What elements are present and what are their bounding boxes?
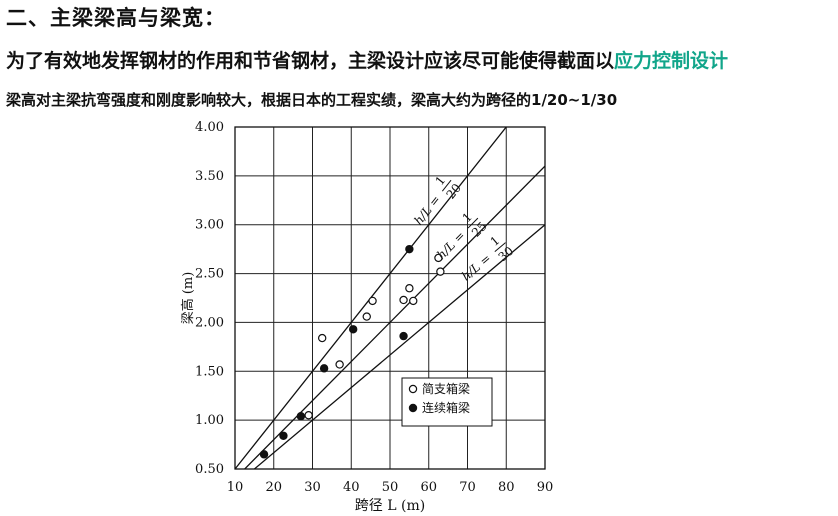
x-tick-label: 90	[537, 480, 554, 495]
reference-line-1-20	[235, 127, 508, 469]
y-tick-label: 0.50	[195, 462, 224, 477]
simple-beam-point	[405, 284, 414, 293]
simple-beam-point	[362, 312, 371, 321]
reference-label-prefix: h/L =	[434, 228, 468, 262]
grid	[234, 126, 546, 470]
x-tick-label: 40	[343, 480, 360, 495]
reference-line-1-25	[243, 165, 545, 469]
continuous-beam-point	[319, 364, 329, 373]
legend-box	[401, 377, 493, 427]
x-tick-label: 50	[382, 480, 399, 495]
simple-beam-point	[335, 360, 344, 369]
reference-lines	[235, 127, 545, 469]
design-principle-prefix: 为了有效地发挥钢材的作用和节省钢材，主梁设计应该尽可能使得截面以	[6, 50, 615, 72]
reference-label-1-20: h/L =120	[411, 173, 464, 228]
continuous-beam-point	[259, 450, 269, 459]
legend-label: 简支箱梁	[422, 381, 470, 396]
legend-marker	[408, 403, 418, 413]
design-principle-highlight: 应力控制设计	[614, 50, 729, 72]
continuous-beam-point	[405, 244, 414, 254]
y-tick-label: 4.00	[195, 120, 224, 135]
x-tick-label: 10	[227, 480, 244, 495]
y-tick-label: 1.50	[195, 364, 224, 379]
reference-label-prefix: h/L =	[411, 193, 443, 228]
plot-frame	[234, 126, 546, 470]
y-tick-label: 2.50	[195, 267, 224, 282]
x-axis-label: 跨径 L (m)	[355, 498, 425, 514]
y-tick-label: 2.00	[195, 315, 224, 330]
x-tick-label: 70	[459, 480, 476, 495]
x-tick-label: 80	[498, 480, 515, 495]
reference-label-prefix: h/L =	[459, 251, 494, 283]
continuous-beam-point	[348, 325, 358, 334]
y-tick-label: 3.00	[195, 218, 224, 233]
reference-line-1-30	[253, 224, 545, 469]
y-axis-label: 梁高 (m)	[180, 272, 196, 325]
simple-beam-point	[434, 253, 443, 263]
reference-label-bar	[494, 242, 506, 253]
beam-height-text: 梁高对主梁抗弯强度和刚度影响较大，根据日本的工程实绩，梁高大约为跨径的1/20~…	[6, 91, 618, 109]
simple-beam-point	[304, 411, 313, 420]
continuous-beam-point	[296, 412, 306, 421]
x-tick-label: 30	[304, 480, 321, 495]
reference-label-bar	[441, 179, 452, 192]
reference-label-bar	[467, 217, 479, 229]
simple-beam-point	[436, 267, 445, 276]
data-points	[259, 244, 445, 459]
y-tick-label: 1.00	[195, 413, 224, 428]
simple-beam-point	[399, 295, 408, 305]
legend-label: 连续箱梁	[422, 400, 470, 415]
continuous-beam-point	[399, 331, 408, 341]
continuous-beam-point	[279, 431, 288, 440]
x-tick-label: 20	[265, 480, 282, 495]
x-tick-label: 60	[420, 480, 437, 495]
simple-beam-point	[368, 296, 377, 306]
section-heading: 二、主梁梁高与梁宽：	[6, 6, 226, 30]
legend-marker	[408, 384, 418, 394]
design-principle-text: 为了有效地发挥钢材的作用和节省钢材，主梁设计应该尽可能使得截面以应力控制设计	[6, 46, 728, 73]
simple-beam-point	[409, 296, 418, 306]
simple-beam-point	[317, 333, 327, 343]
y-tick-label: 3.50	[195, 169, 224, 184]
